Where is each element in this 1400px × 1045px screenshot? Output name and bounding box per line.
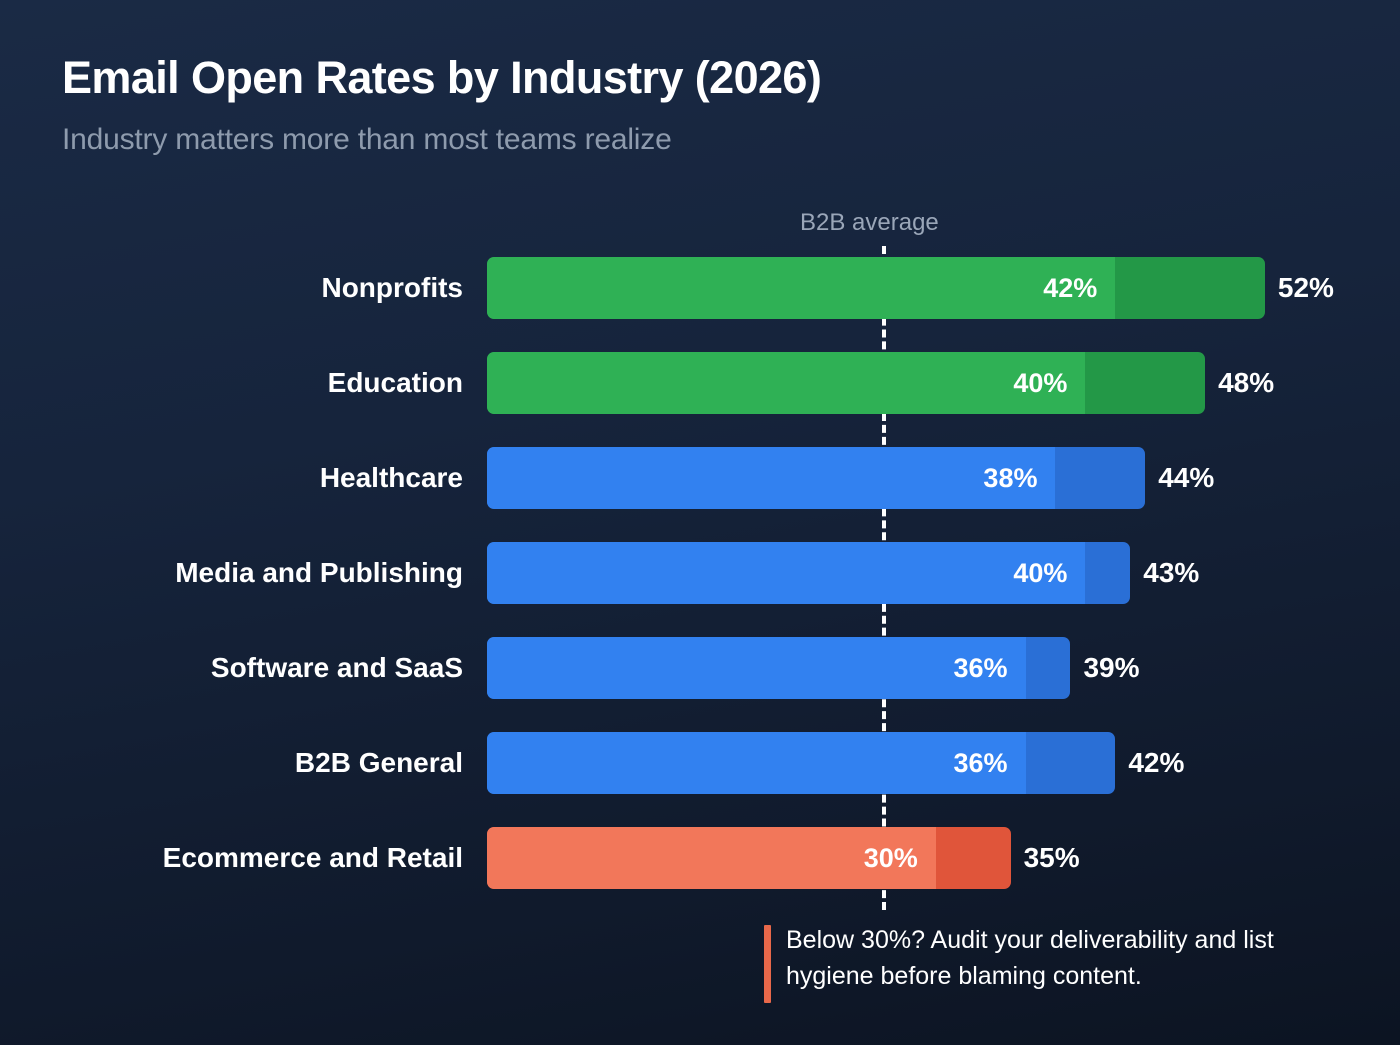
bar-category-label: Education: [327, 367, 463, 398]
bar-row: Media and Publishing 40% 43%: [0, 542, 1400, 604]
bar-total-segment[interactable]: [487, 637, 1071, 699]
bar-total-segment[interactable]: [487, 827, 1011, 889]
bar-inner-segment[interactable]: [487, 542, 1086, 604]
bar-inner-value-label: 38%: [983, 463, 1038, 493]
bar-inner-segment[interactable]: [487, 447, 1056, 509]
bar-total-value-label: 35%: [1023, 842, 1080, 873]
bar-row: Nonprofits 42% 52%: [0, 257, 1400, 319]
bar-inner-segment[interactable]: [487, 827, 936, 889]
bar-total-segment[interactable]: [487, 447, 1146, 509]
bar-inner-value-label: 36%: [953, 653, 1008, 683]
bar-total-value-label: 48%: [1218, 367, 1275, 398]
bar-total-segment[interactable]: [487, 542, 1131, 604]
page-subtitle: Industry matters more than most teams re…: [62, 123, 672, 156]
page-title: Email Open Rates by Industry (2026): [62, 52, 822, 103]
bar-row: Healthcare 38% 44%: [0, 447, 1400, 509]
bar-inner-value-label: 42%: [1043, 273, 1098, 303]
bar-row: B2B General 36% 42%: [0, 732, 1400, 794]
bar-row: Education 40% 48%: [0, 352, 1400, 414]
bar-total-value-label: 44%: [1158, 462, 1215, 493]
bar-row: Software and SaaS 36% 39%: [0, 637, 1400, 699]
callout-accent-bar: [764, 925, 771, 1003]
bar-total-value-label: 39%: [1083, 652, 1140, 683]
bar-row: Ecommerce and Retail 30% 35%: [0, 827, 1400, 889]
bar-total-segment[interactable]: [487, 732, 1116, 794]
bar-inner-segment[interactable]: [487, 637, 1026, 699]
bar-inner-segment[interactable]: [487, 732, 1026, 794]
bar-inner-segment[interactable]: [487, 257, 1116, 319]
bar-inner-value-label: 40%: [1013, 558, 1068, 588]
reference-line-label: B2B average: [800, 209, 939, 236]
bar-inner-segment[interactable]: [487, 352, 1086, 414]
bar-total-segment[interactable]: [487, 352, 1206, 414]
callout-text: Below 30%? Audit your deliverability and…: [786, 926, 1274, 990]
bar-total-value-label: 43%: [1143, 557, 1200, 588]
bar-inner-value-label: 30%: [863, 843, 918, 873]
bar-category-label: Nonprofits: [321, 272, 463, 303]
bar-category-label: Healthcare: [319, 462, 463, 493]
bar-category-label: B2B General: [294, 747, 463, 778]
bar-inner-value-label: 40%: [1013, 368, 1068, 398]
bar-inner-value-label: 36%: [953, 748, 1008, 778]
bar-total-segment[interactable]: [487, 257, 1265, 319]
bar-total-value-label: 52%: [1277, 272, 1334, 303]
bar-category-label: Ecommerce and Retail: [162, 842, 463, 873]
bar-category-label: Software and SaaS: [210, 652, 463, 683]
bar-total-value-label: 42%: [1128, 747, 1185, 778]
bar-category-label: Media and Publishing: [175, 557, 463, 588]
